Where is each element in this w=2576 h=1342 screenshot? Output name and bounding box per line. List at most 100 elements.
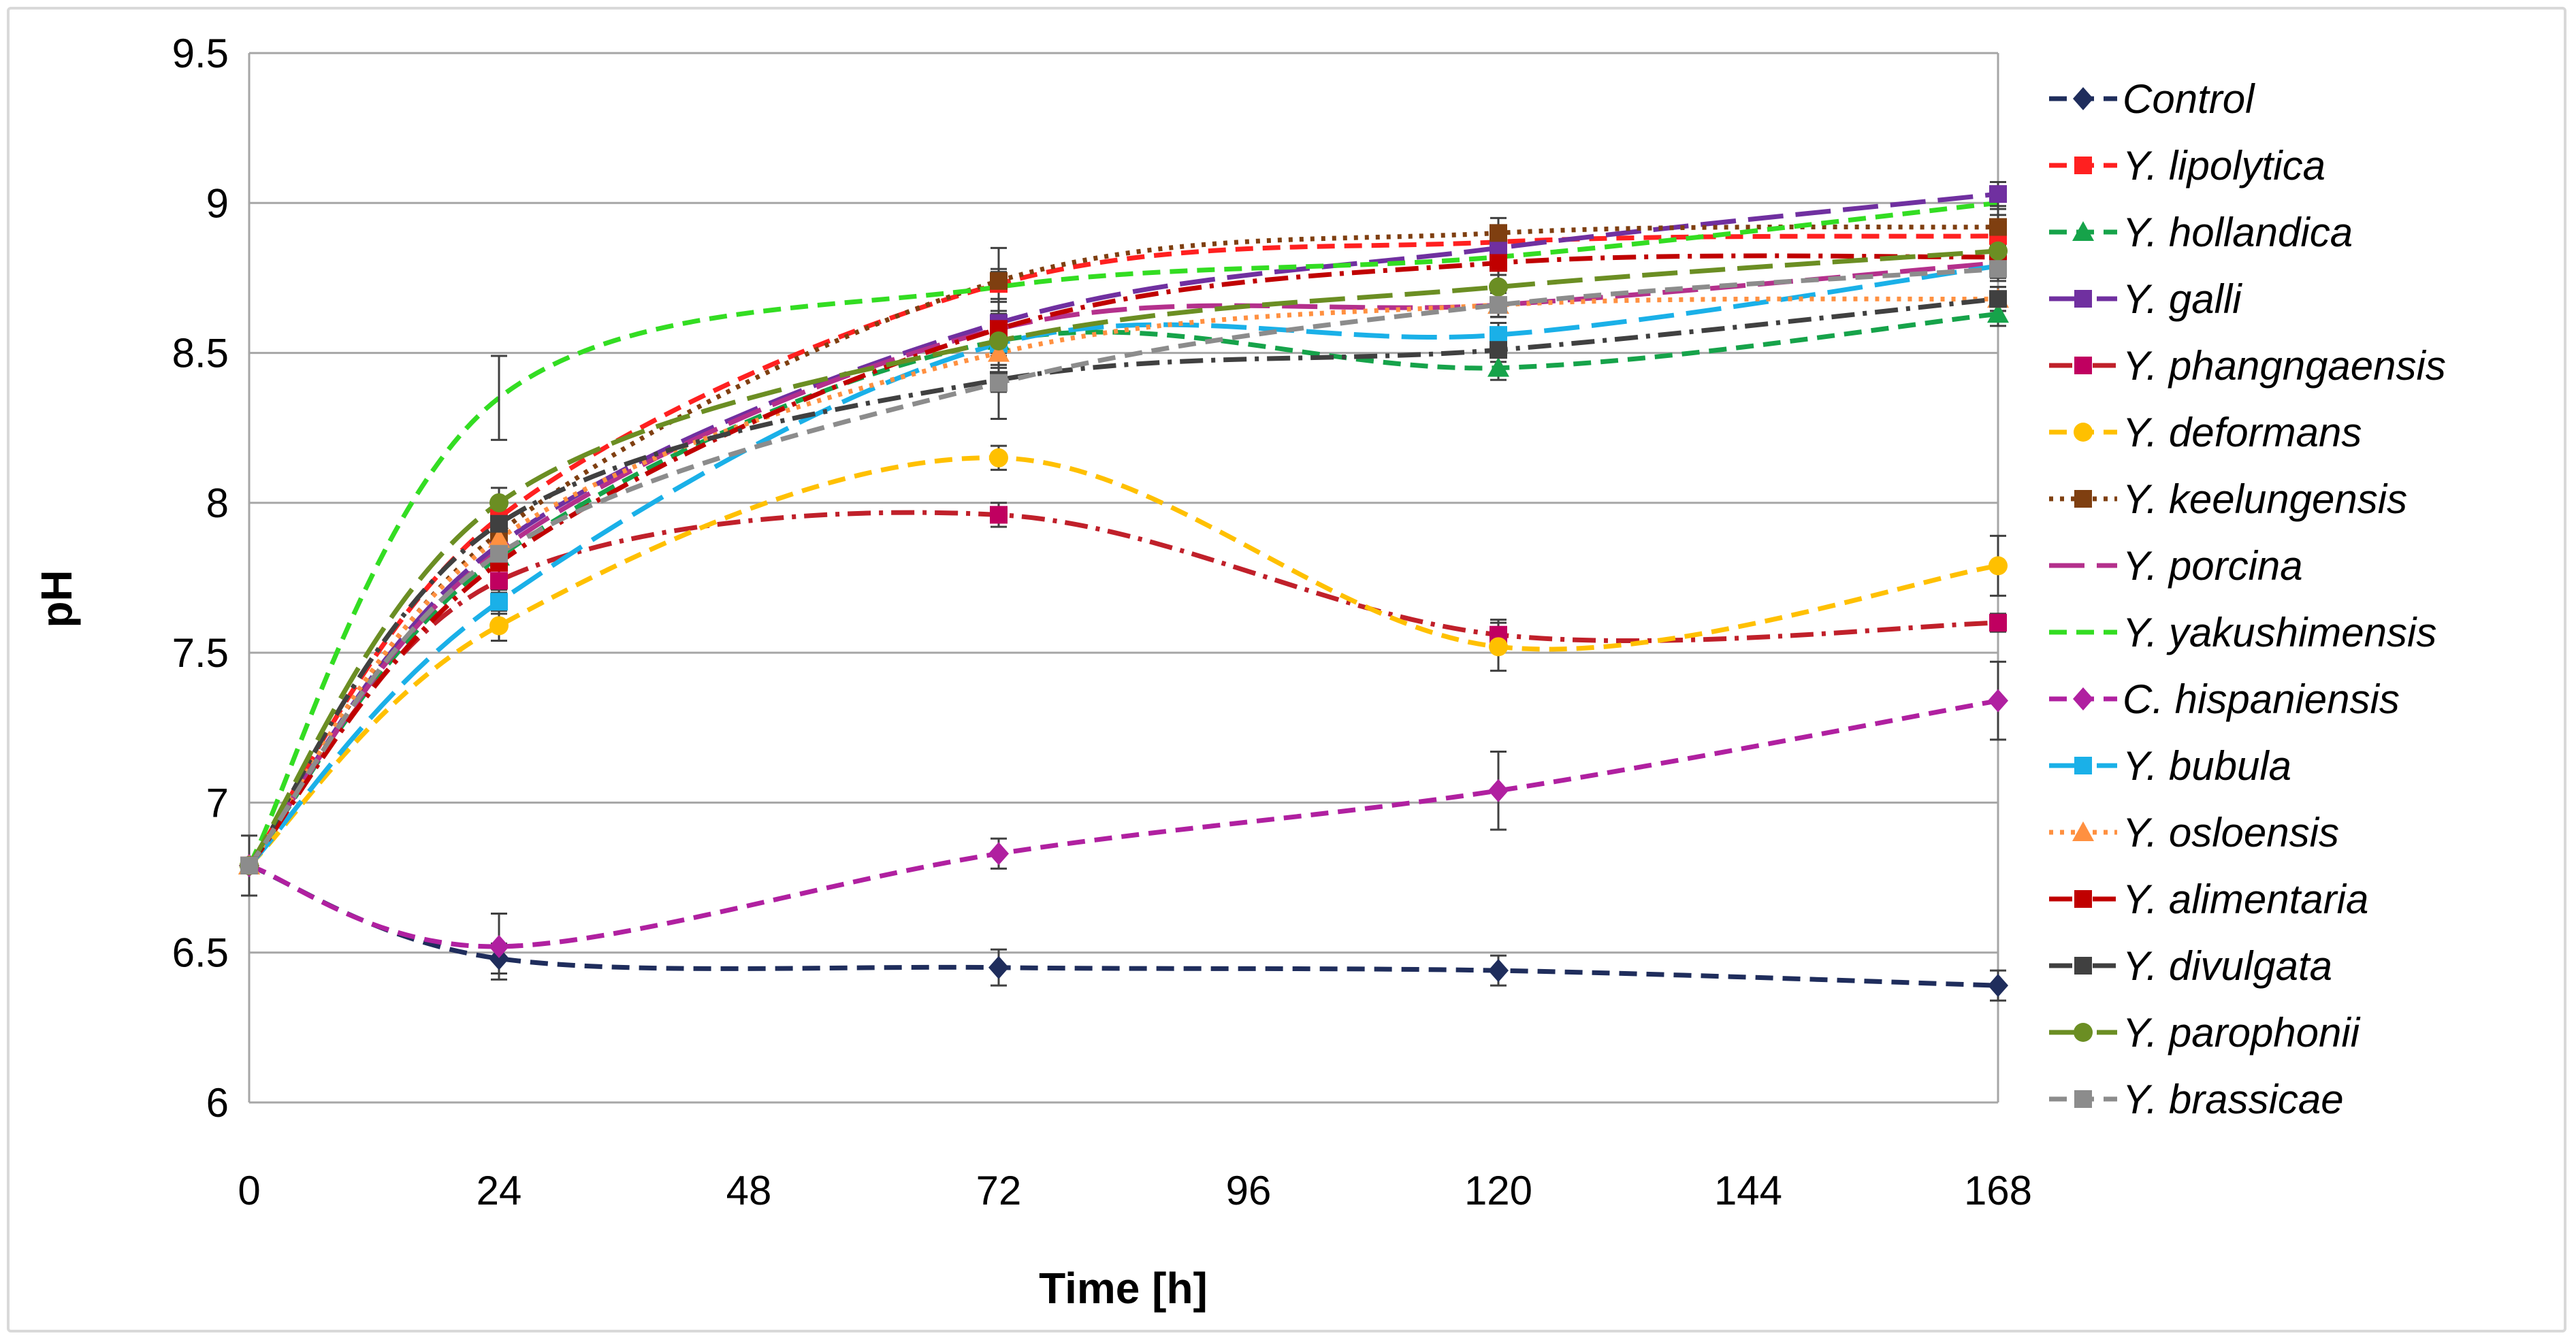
series-line <box>248 863 1999 988</box>
data-point <box>1490 224 1507 242</box>
x-axis-title: Time [h] <box>1039 1264 1208 1313</box>
x-tick-labels: 0 24 48 72 96 120 144 168 <box>238 1168 2032 1213</box>
x-tick-label: 120 <box>1464 1168 1532 1213</box>
data-point <box>1988 974 2008 998</box>
x-tick-label: 72 <box>976 1168 1022 1213</box>
legend-marker <box>2074 157 2092 174</box>
x-tick-label: 96 <box>1226 1168 1272 1213</box>
legend-label: Y. alimentaria <box>2123 877 2368 922</box>
data-point <box>489 616 509 636</box>
data-point <box>1989 290 2007 308</box>
series-line <box>247 191 1999 868</box>
data-point <box>1489 277 1508 297</box>
series-line <box>247 296 1999 868</box>
legend: Control Y. lipolytica Y. hollandica Y. gall… <box>2049 76 2446 1122</box>
data-point <box>989 331 1008 350</box>
legend-label: Y. divulgata <box>2123 943 2332 989</box>
y-tick-label: 9.5 <box>172 31 229 76</box>
legend-label: Y. lipolytica <box>2123 143 2325 189</box>
data-point <box>1490 341 1507 359</box>
legend-label: Y. phangngaensis <box>2123 343 2446 389</box>
legend-label: Y. osloensis <box>2123 810 2339 855</box>
data-point <box>490 593 508 611</box>
legend-marker <box>2074 890 2092 908</box>
legend-label: Y. deformans <box>2123 410 2362 455</box>
data-point <box>1989 218 2007 236</box>
legend-label: Y. yakushimensis <box>2123 610 2436 655</box>
legend-marker <box>2072 221 2094 241</box>
series-lines <box>246 191 1999 988</box>
data-point <box>1489 637 1508 657</box>
data-point <box>1490 326 1507 344</box>
data-point <box>988 842 1009 866</box>
legend-marker <box>2074 757 2092 774</box>
y-tick-label: 6.5 <box>172 930 229 976</box>
y-tick-label: 7.5 <box>172 630 229 676</box>
y-axis-title: pH <box>32 570 81 627</box>
legend-marker <box>2073 687 2093 710</box>
legend-marker <box>2074 490 2092 508</box>
data-point <box>1989 260 2007 278</box>
y-tick-labels: 6 6.5 7 7.5 8 8.5 9 9.5 <box>172 31 229 1126</box>
series-line <box>247 311 1999 868</box>
x-tick-label: 168 <box>1964 1168 2032 1213</box>
legend-marker <box>2074 423 2093 442</box>
y-tick-label: 8.5 <box>172 331 229 376</box>
legend-label: Y. keelungensis <box>2123 476 2407 522</box>
data-point <box>1988 689 2008 713</box>
legend-marker <box>2072 821 2094 841</box>
data-point <box>1989 614 2007 632</box>
data-point <box>1989 241 2008 261</box>
legend-label: Y. hollandica <box>2123 210 2353 255</box>
data-point <box>489 493 509 512</box>
x-tick-label: 48 <box>726 1168 772 1213</box>
data-point <box>1490 239 1507 257</box>
data-point <box>489 947 509 970</box>
data-point <box>490 514 508 533</box>
legend-label: C. hispaniensis <box>2123 676 2400 722</box>
data-point <box>1490 254 1507 272</box>
legend-marker <box>2074 1090 2092 1108</box>
series-line <box>247 266 1999 868</box>
data-point <box>1487 357 1509 377</box>
y-tick-label: 9 <box>206 180 229 226</box>
data-point <box>990 272 1008 290</box>
data-markers <box>238 185 2009 998</box>
series-line <box>248 698 1999 949</box>
legend-label: Y. brassicae <box>2123 1077 2344 1122</box>
y-tick-label: 8 <box>206 480 229 526</box>
data-point <box>489 934 509 958</box>
data-point <box>989 448 1008 468</box>
series-line <box>247 296 1999 868</box>
data-point <box>990 374 1008 392</box>
legend-label: Y. porcina <box>2123 543 2303 589</box>
legend-label: Control <box>2123 76 2255 122</box>
legend-label: Y. galli <box>2123 276 2242 322</box>
data-point <box>1989 185 2007 203</box>
legend-label: Y. bubula <box>2123 743 2291 789</box>
data-point <box>490 544 508 563</box>
series-line <box>247 253 1999 868</box>
legend-marker <box>2074 1023 2093 1042</box>
legend-marker <box>2074 957 2092 975</box>
legend-marker <box>2074 290 2092 308</box>
chart-frame <box>7 7 2566 1332</box>
legend-label: Y. parophonii <box>2123 1010 2361 1055</box>
legend-marker <box>2074 357 2092 374</box>
series-line <box>247 510 1999 868</box>
data-point <box>1989 556 2008 576</box>
data-point <box>1488 779 1509 802</box>
legend-marker <box>2073 87 2093 110</box>
data-point <box>988 955 1009 979</box>
series-line <box>247 248 1999 867</box>
x-tick-label: 0 <box>238 1168 260 1213</box>
data-point <box>988 342 1010 362</box>
data-point <box>240 856 258 874</box>
y-tick-label: 7 <box>206 780 229 825</box>
data-point <box>1987 303 2009 323</box>
x-tick-label: 24 <box>477 1168 522 1213</box>
data-point <box>990 506 1008 524</box>
data-point <box>1488 959 1509 983</box>
series-line <box>247 263 1999 868</box>
data-point <box>488 527 510 548</box>
